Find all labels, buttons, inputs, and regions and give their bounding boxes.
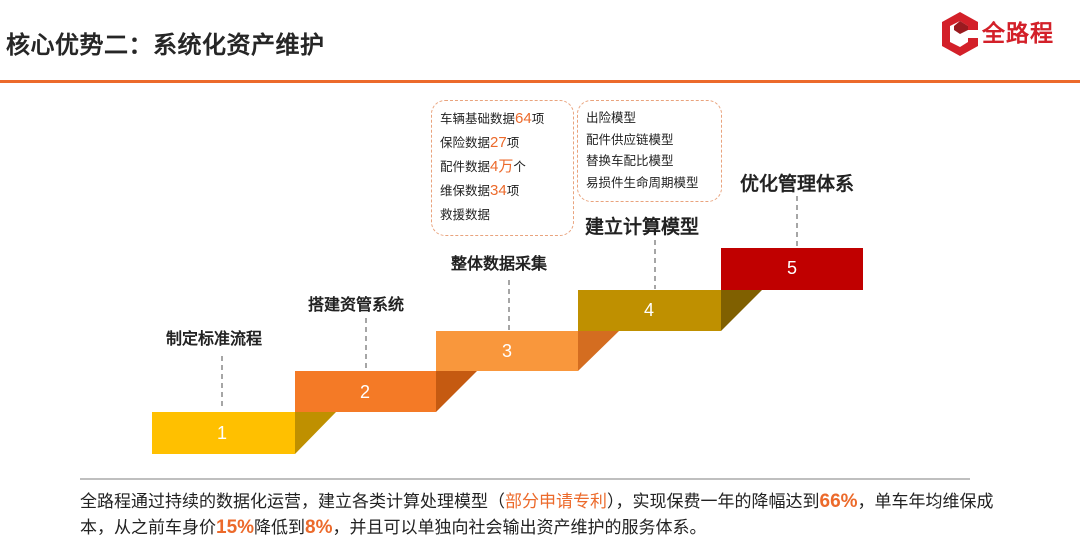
step-3-block: [436, 331, 578, 371]
step-5-block: [721, 248, 863, 290]
step-5-label: 优化管理体系: [740, 173, 855, 195]
current-cost-value: 8%: [305, 517, 333, 538]
step-3-number: 3: [501, 341, 512, 361]
model-item: 替换车配比模型: [586, 153, 674, 168]
data-item-insurance: 保险数据27项: [440, 134, 520, 151]
page-title: 核心优势二：系统化资产维护: [6, 31, 325, 59]
data-item-maintenance: 维保数据34项: [440, 182, 520, 199]
previous-cost-value: 15%: [216, 517, 255, 538]
summary-paragraph: 全路程通过持续的数据化运营，建立各类计算处理模型（部分申请专利），实现保费一年的…: [80, 491, 994, 538]
model-item: 易损件生命周期模型: [586, 174, 699, 190]
premium-reduction-value: 66%: [819, 491, 858, 512]
step-2-block: [295, 371, 436, 412]
step-1-number: 1: [216, 423, 227, 443]
step-4-block: [578, 290, 721, 331]
footer-divider: [80, 478, 970, 480]
model-item: 配件供应链模型: [586, 131, 674, 147]
logo-mark-icon: [942, 12, 978, 56]
step-2-number: 2: [359, 382, 370, 402]
step-1-block: [152, 412, 295, 454]
step-3-label: 整体数据采集: [451, 254, 548, 273]
step-5-number: 5: [786, 258, 797, 278]
patent-note: 部分申请专利: [505, 492, 607, 512]
step-4-label: 建立计算模型: [585, 216, 700, 238]
data-collection-box: 车辆基础数据64项 保险数据27项 配件数据4万个 维保数据34项 救援数据: [431, 100, 574, 236]
header-divider: [0, 80, 1080, 83]
step-1-label: 制定标准流程: [166, 329, 263, 348]
data-item-rescue: 救援数据: [440, 207, 491, 222]
data-item-vehicle: 车辆基础数据64项: [440, 110, 545, 127]
step-2-label: 搭建资管系统: [308, 295, 405, 314]
data-item-parts: 配件数据4万个: [440, 158, 526, 175]
company-logo: 全路程: [938, 8, 1076, 60]
model-item: 出险模型: [586, 110, 637, 125]
step-4-number: 4: [643, 300, 654, 320]
model-box: 出险模型 配件供应链模型 替换车配比模型 易损件生命周期模型: [577, 100, 722, 202]
logo-text: 全路程: [982, 21, 1054, 47]
